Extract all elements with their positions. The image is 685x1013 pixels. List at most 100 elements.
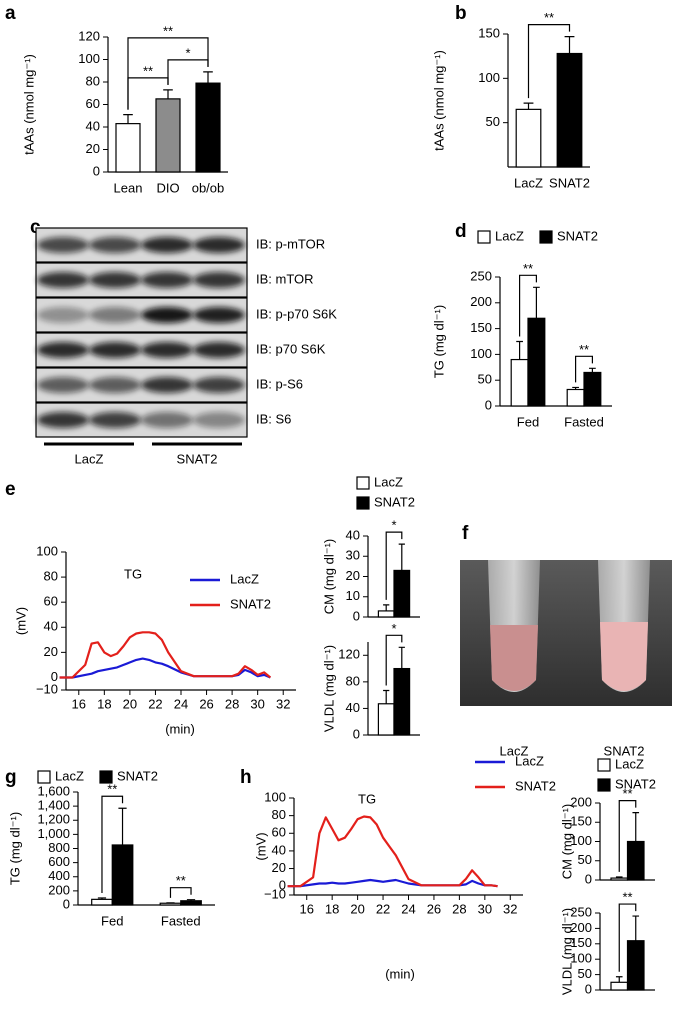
blot-band bbox=[193, 412, 245, 428]
panel-letter: f bbox=[462, 523, 469, 544]
panel-letter: h bbox=[240, 767, 252, 788]
x-tick-label: DIO bbox=[156, 180, 179, 195]
y-tick-label: 0 bbox=[585, 871, 592, 886]
bar bbox=[515, 108, 542, 168]
y-axis-label: TG (mg dl⁻¹) bbox=[431, 305, 446, 378]
y-tick-label: 150 bbox=[570, 935, 592, 950]
y-tick-label: 120 bbox=[338, 647, 360, 662]
blot-row-label: IB: p-S6 bbox=[256, 376, 303, 391]
y-tick-label: −10 bbox=[264, 886, 286, 901]
blot-row-label: IB: S6 bbox=[256, 411, 291, 426]
x-tick-label: 32 bbox=[276, 696, 290, 711]
y-tick-label: 400 bbox=[48, 868, 70, 883]
y-axis-label: TG (mg dl⁻¹) bbox=[7, 812, 22, 885]
bar bbox=[393, 569, 411, 618]
error-bar bbox=[572, 386, 579, 390]
error-bar bbox=[163, 89, 173, 99]
y-tick-label: 20 bbox=[86, 141, 100, 156]
significance-label: ** bbox=[544, 10, 554, 25]
significance-label: * bbox=[391, 621, 396, 636]
error-bar bbox=[97, 897, 107, 900]
x-tick-label: 28 bbox=[225, 696, 239, 711]
y-tick-label: 0 bbox=[485, 397, 492, 412]
y-tick-label: 40 bbox=[346, 700, 360, 715]
bar bbox=[556, 52, 583, 168]
y-tick-label: 1,000 bbox=[37, 826, 70, 841]
error-bar bbox=[632, 812, 640, 842]
significance-label: ** bbox=[143, 63, 153, 78]
error-bar bbox=[398, 646, 405, 669]
line-series bbox=[59, 631, 272, 679]
tube-liquid bbox=[490, 625, 538, 691]
significance-bracket bbox=[575, 355, 593, 383]
x-tick-label: Fasted bbox=[161, 913, 201, 928]
y-axis-label: tAAs (nmol mg⁻¹) bbox=[431, 50, 446, 151]
error-bar bbox=[118, 807, 127, 845]
x-tick-label: Fed bbox=[101, 913, 123, 928]
error-bar bbox=[383, 604, 390, 611]
bar bbox=[195, 82, 221, 173]
blot-band bbox=[89, 412, 141, 428]
blot-band bbox=[193, 307, 245, 323]
blot-band bbox=[141, 412, 193, 428]
blot-band bbox=[193, 237, 245, 253]
blot-band bbox=[37, 237, 89, 253]
x-tick-label: SNAT2 bbox=[549, 175, 590, 190]
bar bbox=[180, 900, 202, 906]
y-tick-label: 50 bbox=[486, 114, 500, 129]
bar bbox=[583, 371, 602, 407]
x-tick-label: 32 bbox=[503, 901, 517, 916]
y-tick-label: 20 bbox=[346, 568, 360, 583]
x-tick-label: ob/ob bbox=[192, 180, 225, 195]
legend-swatch bbox=[597, 778, 611, 792]
y-tick-label: 50 bbox=[578, 966, 592, 981]
y-tick-label: 80 bbox=[272, 807, 286, 822]
legend-swatch bbox=[539, 230, 553, 244]
photo-label: LacZ bbox=[500, 743, 529, 758]
bar bbox=[111, 844, 134, 906]
y-tick-label: 60 bbox=[44, 594, 58, 609]
x-tick-label: 20 bbox=[123, 696, 137, 711]
photo bbox=[460, 560, 672, 706]
blot-band bbox=[193, 342, 245, 358]
significance-bracket bbox=[167, 59, 209, 85]
panel-letter: d bbox=[455, 221, 467, 242]
y-tick-label: 60 bbox=[272, 825, 286, 840]
y-tick-label: 0 bbox=[63, 896, 70, 911]
y-tick-label: 0 bbox=[353, 608, 360, 623]
panel-letter: a bbox=[5, 3, 16, 24]
blot-row-label: IB: p-mTOR bbox=[256, 236, 325, 251]
y-axis-label: VLDL (mg dl⁻¹) bbox=[559, 908, 574, 995]
blot-band bbox=[193, 377, 245, 393]
blot-band bbox=[37, 342, 89, 358]
legend-label: SNAT2 bbox=[117, 768, 158, 783]
error-bar bbox=[398, 543, 405, 571]
significance-label: ** bbox=[622, 786, 632, 801]
x-tick-label: Fasted bbox=[564, 414, 604, 429]
y-tick-label: 20 bbox=[272, 860, 286, 875]
significance-label: ** bbox=[579, 342, 589, 357]
legend-label: LacZ bbox=[615, 756, 644, 771]
y-tick-label: 50 bbox=[478, 372, 492, 387]
significance-bracket bbox=[618, 903, 637, 972]
blot-band bbox=[89, 237, 141, 253]
x-tick-label: 28 bbox=[452, 901, 466, 916]
error-bar bbox=[186, 899, 196, 901]
annotation: TG bbox=[358, 791, 376, 806]
y-tick-label: 0 bbox=[93, 163, 100, 178]
panel-letter: e bbox=[5, 479, 16, 500]
blot-band bbox=[89, 272, 141, 288]
x-tick-label: 16 bbox=[299, 901, 313, 916]
bar bbox=[610, 877, 629, 881]
y-tick-label: 80 bbox=[86, 73, 100, 88]
y-axis-label: tAAs (nmol mg⁻¹) bbox=[21, 54, 36, 155]
y-tick-label: 120 bbox=[78, 28, 100, 43]
panel-letter: g bbox=[5, 767, 17, 788]
blot-band bbox=[141, 377, 193, 393]
y-tick-label: 600 bbox=[48, 854, 70, 869]
bar bbox=[626, 940, 645, 991]
y-tick-label: 40 bbox=[44, 619, 58, 634]
y-tick-label: 80 bbox=[44, 569, 58, 584]
y-tick-label: 100 bbox=[470, 346, 492, 361]
